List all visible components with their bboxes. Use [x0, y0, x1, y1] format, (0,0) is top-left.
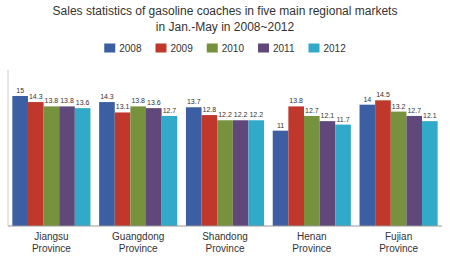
legend-swatch	[258, 44, 269, 53]
subtitle: in Jan.-May in 2008~2012	[156, 20, 295, 34]
bar	[146, 108, 162, 226]
data-label: 12.7	[305, 107, 319, 114]
x-tick-label: FujianProvince	[379, 231, 418, 254]
bar	[99, 102, 115, 226]
data-label: 13.8	[131, 97, 145, 104]
data-label: 13.1	[116, 103, 130, 110]
data-label: 12.8	[203, 106, 217, 113]
data-label: 14	[363, 96, 371, 103]
data-label: 12.2	[234, 111, 248, 118]
legend-label: 2012	[324, 43, 347, 54]
bar	[248, 120, 264, 226]
data-label: 13.6	[147, 99, 161, 106]
data-label: 13.8	[289, 97, 303, 104]
x-axis-line	[8, 226, 442, 227]
data-label: 13.8	[45, 97, 59, 104]
bar	[233, 120, 249, 226]
data-label: 12.7	[407, 107, 421, 114]
bar	[115, 112, 131, 226]
legend-label: 2010	[222, 43, 245, 54]
data-label: 13.8	[60, 97, 74, 104]
x-tick-label: JiangsuProvince	[32, 231, 71, 254]
bars	[12, 96, 437, 226]
bar	[406, 116, 422, 226]
legend-item: 2008	[104, 43, 142, 54]
data-label: 11.7	[336, 116, 349, 123]
bar	[202, 115, 218, 226]
bar	[273, 131, 289, 226]
bar	[75, 108, 91, 226]
data-label: 13.6	[76, 99, 90, 106]
bar	[335, 125, 351, 226]
bar	[186, 107, 202, 226]
bar	[130, 106, 146, 226]
data-label: 12.1	[321, 112, 335, 119]
bar	[59, 106, 75, 226]
data-label: 14.3	[29, 93, 43, 100]
chart: Sales statistics of gasoline coaches in …	[0, 0, 450, 272]
legend-item: 2012	[309, 43, 347, 54]
x-tick-label: GuangdongProvince	[112, 231, 164, 254]
legend-label: 2008	[119, 43, 142, 54]
data-labels: 1514.313.7111414.313.112.813.814.513.813…	[16, 87, 437, 129]
legend: 2008 2009 2010 2011 2012	[104, 43, 346, 54]
bar	[162, 116, 178, 226]
data-label: 12.2	[218, 111, 232, 118]
data-label: 14.5	[376, 91, 390, 98]
legend-label: 2011	[273, 43, 295, 54]
data-label: 12.7	[163, 107, 177, 114]
data-label: 13.2	[392, 103, 406, 110]
bar	[391, 112, 407, 226]
x-tick-label: ShandongProvince	[202, 231, 248, 254]
data-label: 14.3	[100, 93, 114, 100]
title: Sales statistics of gasoline coaches in …	[53, 4, 398, 18]
bar	[422, 121, 438, 226]
bar	[44, 106, 60, 226]
bar	[28, 102, 44, 226]
bar	[304, 116, 320, 226]
y-axis-line	[8, 70, 9, 226]
data-label: 15	[16, 87, 24, 94]
bar	[320, 121, 336, 226]
legend-swatch	[155, 44, 166, 53]
bar	[375, 100, 391, 226]
x-tick-label: HenanProvince	[292, 231, 331, 254]
legend-label: 2009	[170, 43, 193, 54]
legend-swatch	[104, 44, 115, 53]
legend-swatch	[207, 44, 218, 53]
data-label: 13.7	[187, 98, 201, 105]
legend-item: 2010	[207, 43, 245, 54]
bar	[12, 96, 28, 226]
bar	[217, 120, 233, 226]
data-label: 12.2	[249, 111, 263, 118]
legend-item: 2009	[155, 43, 193, 54]
legend-swatch	[309, 44, 320, 53]
legend-item: 2011	[258, 43, 295, 54]
data-label: 12.1	[423, 112, 437, 119]
data-label: 11	[277, 122, 284, 129]
bar	[288, 106, 304, 226]
bar	[360, 105, 376, 226]
